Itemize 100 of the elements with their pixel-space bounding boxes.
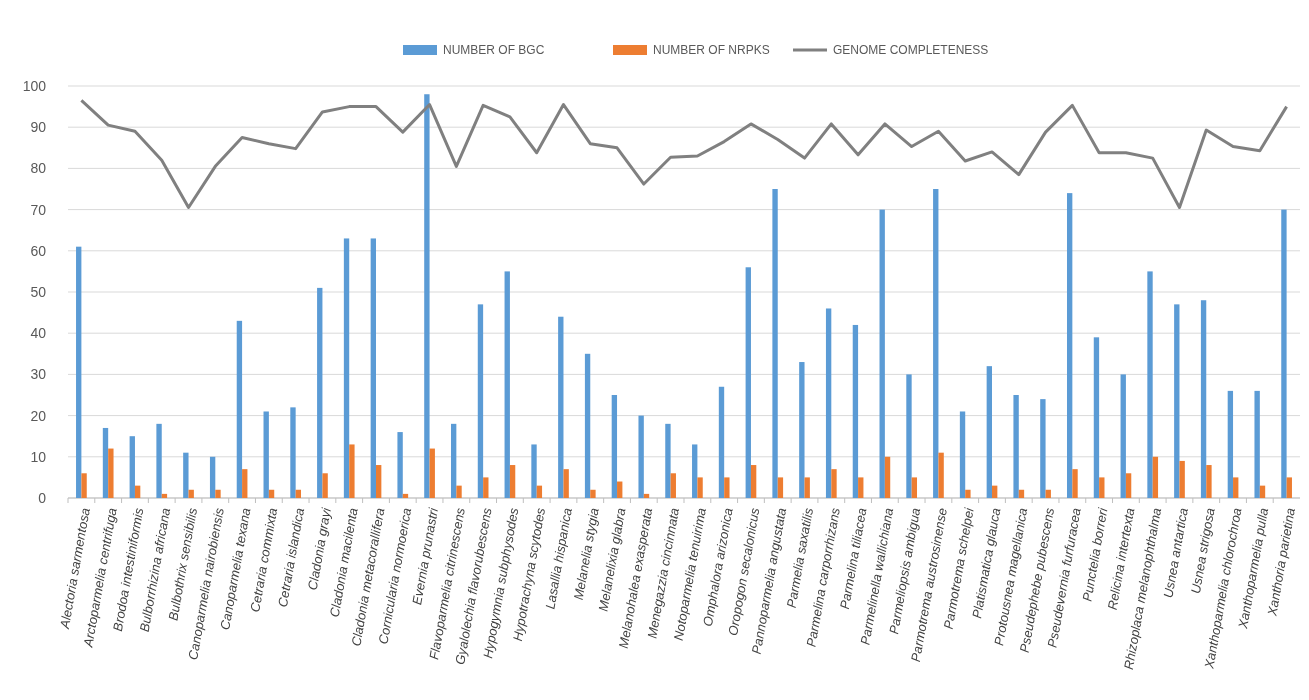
bar	[456, 485, 462, 498]
bar	[295, 489, 302, 498]
bar	[1206, 465, 1212, 498]
y-tick-label: 40	[30, 325, 47, 342]
y-tick-label: 50	[30, 283, 47, 300]
bar	[611, 395, 618, 498]
bar	[852, 324, 859, 498]
bar	[745, 267, 751, 498]
bar	[992, 485, 998, 498]
bar	[772, 189, 778, 498]
y-tick-label: 20	[30, 407, 47, 424]
y-tick-label: 70	[30, 201, 47, 218]
bar	[558, 316, 564, 498]
bar	[76, 246, 82, 498]
y-tick-label: 0	[38, 489, 47, 506]
bar	[349, 444, 355, 498]
bar	[429, 448, 435, 498]
y-tick-label: 100	[22, 77, 47, 94]
y-tick-label: 90	[30, 119, 47, 136]
y-tick-label: 60	[30, 242, 47, 259]
bar	[1179, 460, 1185, 498]
bar	[1066, 193, 1073, 498]
bar	[1120, 374, 1126, 498]
bar	[697, 477, 703, 498]
bar	[665, 423, 671, 498]
bar	[536, 485, 543, 498]
bar	[156, 423, 162, 498]
bar	[563, 469, 569, 498]
bar	[450, 423, 457, 498]
bar	[906, 374, 912, 498]
bar	[799, 362, 805, 498]
bar	[718, 386, 725, 498]
bar	[777, 477, 784, 498]
bar	[1200, 300, 1207, 498]
bar	[424, 94, 430, 498]
bar	[397, 432, 403, 498]
bar	[483, 477, 489, 498]
bar	[188, 489, 194, 498]
bar	[215, 489, 221, 498]
bar	[504, 271, 510, 498]
bar	[1013, 395, 1019, 498]
bar	[509, 465, 516, 498]
bar	[370, 238, 376, 498]
bar	[804, 477, 810, 498]
bar	[1227, 390, 1234, 498]
bar	[1286, 477, 1292, 498]
bar	[1254, 390, 1260, 498]
bar	[1072, 469, 1078, 498]
bar	[1018, 489, 1025, 498]
y-tick-label: 10	[30, 448, 47, 465]
bar	[531, 444, 537, 498]
y-tick-label: 80	[30, 160, 47, 177]
bar	[933, 189, 939, 498]
bar	[477, 304, 484, 498]
bar	[236, 320, 243, 498]
bar	[183, 452, 189, 498]
bar	[750, 465, 757, 498]
bar	[1152, 456, 1159, 498]
bar	[938, 452, 944, 498]
bar	[692, 444, 698, 498]
bar	[268, 489, 275, 498]
bar	[643, 493, 650, 498]
bar	[638, 415, 644, 498]
bar	[584, 353, 591, 498]
bar	[1233, 477, 1239, 498]
bar	[1045, 489, 1051, 498]
bar	[108, 448, 114, 498]
bar	[1259, 485, 1266, 498]
legend-label: NUMBER OF BGC	[443, 43, 545, 58]
y-tick-label: 30	[30, 366, 47, 383]
line-series	[79, 98, 1289, 210]
bar	[322, 473, 328, 498]
bar	[965, 489, 971, 498]
bar	[724, 477, 730, 498]
bar	[1281, 209, 1287, 498]
bar	[1093, 337, 1100, 498]
bar	[911, 477, 918, 498]
bar	[209, 456, 216, 498]
bar	[134, 485, 141, 498]
bar	[376, 465, 382, 498]
bar	[263, 411, 269, 498]
bar	[1174, 304, 1180, 498]
bar	[825, 308, 832, 498]
bar	[343, 238, 350, 498]
bar	[317, 287, 323, 498]
bar	[161, 493, 168, 498]
legend-label: NUMBER OF NRPKS	[653, 43, 770, 58]
bar	[670, 473, 676, 498]
bar	[617, 481, 623, 498]
bar	[1147, 271, 1153, 498]
bar	[129, 436, 135, 498]
bar	[81, 473, 87, 498]
bar	[858, 477, 864, 498]
bar	[831, 469, 837, 498]
bar	[242, 469, 248, 498]
bar	[402, 493, 409, 498]
bar	[884, 456, 891, 498]
bar	[959, 411, 966, 498]
bar	[879, 209, 885, 498]
bar	[1125, 473, 1132, 498]
